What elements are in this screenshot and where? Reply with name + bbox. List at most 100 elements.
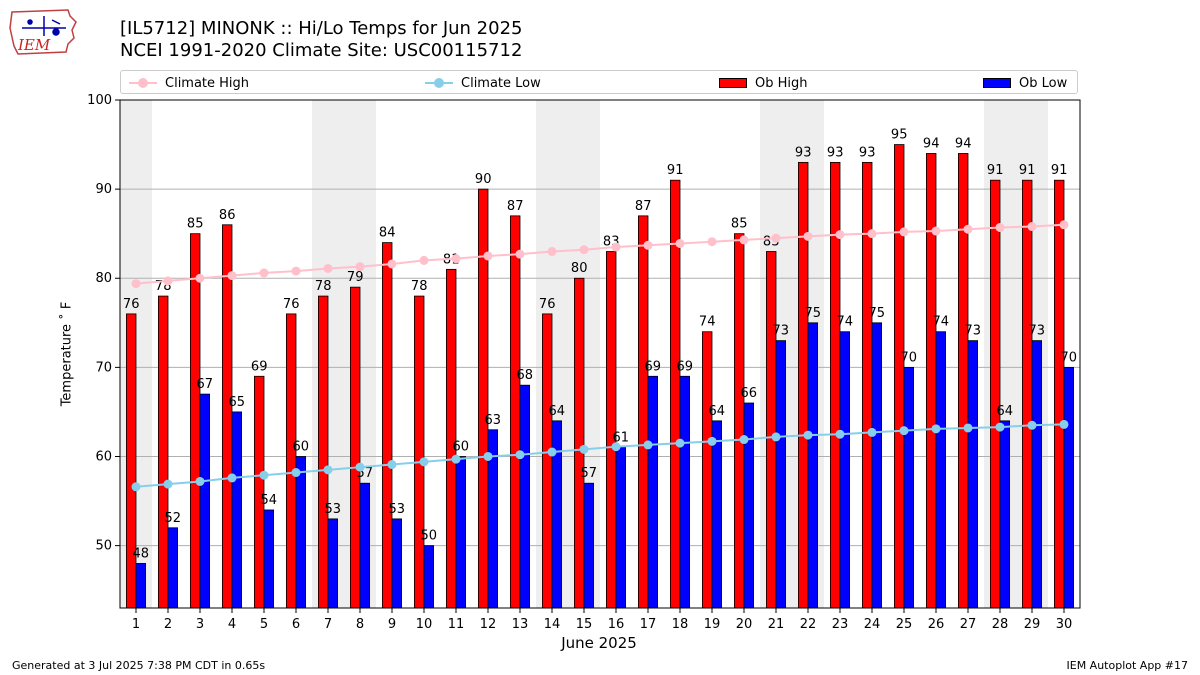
ob-high-bar — [157, 295, 169, 609]
climate-high-point — [547, 247, 557, 257]
climate-low-point — [323, 465, 333, 475]
x-tick-label: 2 — [164, 617, 172, 632]
y-tick-label: 90 — [95, 182, 112, 197]
ob-high-value-label: 86 — [219, 208, 236, 223]
x-tick-label: 11 — [448, 617, 465, 632]
ob-high-value-label: 91 — [1019, 163, 1036, 178]
x-tick-label: 29 — [1024, 617, 1041, 632]
ob-high-value-label: 85 — [187, 217, 204, 232]
climate-high-point — [323, 263, 333, 273]
ob-low-bar — [295, 456, 307, 609]
climate-low-point — [995, 422, 1005, 432]
ob-high-bar — [509, 215, 521, 609]
climate-high-point — [163, 276, 173, 286]
ob-high-value-label: 76 — [539, 297, 556, 312]
ob-low-value-label: 69 — [677, 359, 694, 374]
ob-low-value-label: 54 — [261, 493, 278, 508]
plot-frame — [119, 99, 1081, 609]
climate-low-point — [419, 457, 429, 467]
climate-low-point — [739, 435, 749, 445]
y-tick-label: 100 — [87, 93, 112, 108]
climate-high-point — [739, 235, 749, 245]
climate-low-point — [643, 440, 653, 450]
ob-high-bar — [413, 295, 425, 609]
ob-low-value-label: 61 — [613, 431, 630, 446]
ob-high-bar — [990, 179, 1001, 609]
climate-low-point — [963, 423, 973, 433]
climate-high-point — [995, 222, 1005, 232]
ob-low-value-label: 64 — [997, 404, 1014, 419]
weather-station-icon — [22, 16, 66, 36]
climate-low-point — [899, 426, 909, 436]
climate-low-point — [1027, 420, 1037, 430]
ob-high-bar — [126, 313, 137, 609]
ob-low-value-label: 53 — [325, 502, 342, 517]
climate-low-point — [387, 460, 397, 470]
climate-low-point — [195, 476, 205, 486]
climate-high-point — [707, 237, 717, 247]
legend-swatch-ob-low — [983, 78, 1011, 88]
x-tick-label: 4 — [228, 617, 236, 632]
ob-high-value-label: 85 — [731, 217, 748, 232]
ob-high-bar — [381, 242, 393, 609]
ob-low-value-label: 50 — [421, 529, 438, 544]
ob-high-bar — [958, 153, 969, 609]
climate-high-point — [355, 262, 365, 272]
ob-low-value-label: 57 — [581, 466, 598, 481]
legend-item-ob-high: Ob High — [719, 74, 808, 92]
ob-low-value-label: 65 — [229, 395, 246, 410]
ob-high-value-label: 91 — [987, 163, 1004, 178]
climate-high-point — [931, 226, 941, 236]
climate-low-point — [1059, 419, 1069, 429]
climate-low-point — [163, 479, 173, 489]
ob-low-value-label: 67 — [197, 377, 214, 392]
climate-low-point — [611, 442, 621, 452]
ob-low-bar — [679, 375, 691, 609]
ob-low-bar — [871, 322, 883, 609]
x-tick-label: 10 — [416, 617, 433, 632]
x-tick-label: 7 — [324, 617, 332, 632]
x-tick-label: 22 — [800, 617, 817, 632]
climate-low-point — [451, 454, 461, 464]
ob-low-bar — [647, 375, 659, 609]
ob-high-bar — [574, 277, 585, 609]
ob-high-value-label: 93 — [827, 145, 844, 160]
ob-low-bar — [423, 545, 435, 609]
x-tick-label: 21 — [768, 617, 785, 632]
x-tick-label: 27 — [960, 617, 977, 632]
ob-low-value-label: 73 — [965, 324, 982, 339]
ob-low-value-label: 70 — [901, 350, 918, 365]
ob-high-value-label: 78 — [315, 279, 332, 294]
y-axis-label: Temperature ˚ F — [59, 301, 75, 407]
climate-low-point — [259, 470, 269, 480]
ob-high-bar — [285, 313, 297, 609]
ob-high-value-label: 94 — [955, 136, 972, 151]
climate-low-point — [835, 429, 845, 439]
x-tick-label: 24 — [864, 617, 881, 632]
ob-low-value-label: 73 — [1029, 324, 1046, 339]
climate-high-point — [515, 249, 525, 259]
ob-high-bar — [1022, 179, 1033, 609]
ob-high-value-label: 76 — [283, 297, 300, 312]
iowa-outline-icon — [9, 9, 77, 55]
y-tick-label: 70 — [95, 360, 112, 375]
ob-high-value-label: 79 — [347, 270, 364, 285]
climate-low-point — [483, 451, 493, 461]
y-tick-label: 80 — [95, 271, 112, 286]
legend-item-climate-low: Climate Low — [425, 74, 541, 92]
x-tick-label: 5 — [260, 617, 268, 632]
ob-low-bar — [231, 411, 243, 609]
ob-low-value-label: 74 — [933, 315, 950, 330]
ob-low-value-label: 64 — [549, 404, 566, 419]
ob-high-bar — [638, 215, 649, 609]
ob-low-bar — [615, 447, 627, 609]
ob-low-value-label: 52 — [165, 511, 182, 526]
legend-swatch-climate-low — [425, 74, 453, 92]
ob-low-bar — [743, 402, 755, 609]
climate-low-point — [707, 436, 717, 446]
ob-high-value-label: 87 — [507, 199, 524, 214]
ob-low-value-label: 75 — [805, 306, 822, 321]
climate-high-point — [611, 242, 621, 252]
ob-low-bar — [199, 393, 211, 609]
climate-high-point — [579, 245, 589, 255]
